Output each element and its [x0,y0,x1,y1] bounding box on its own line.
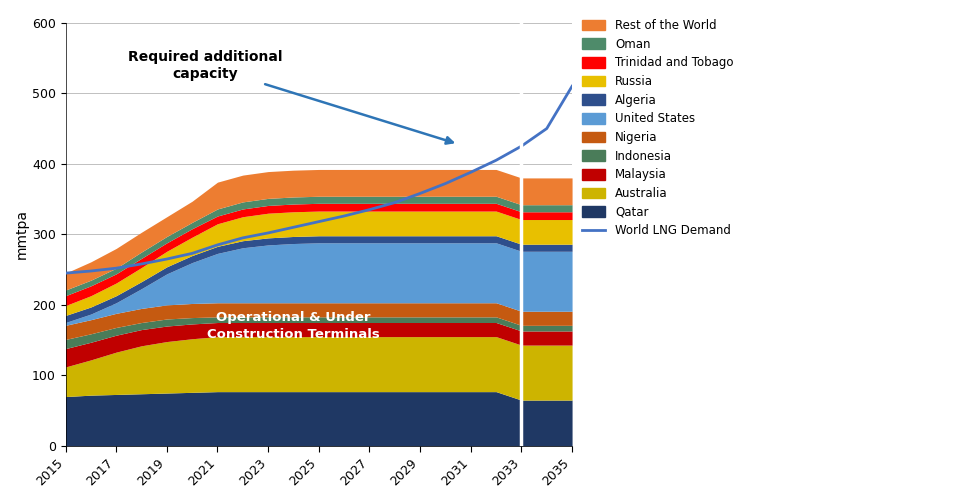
Text: Required additional
capacity: Required additional capacity [128,50,452,144]
Y-axis label: mmtpa: mmtpa [15,209,29,260]
Legend: Rest of the World, Oman, Trinidad and Tobago, Russia, Algeria, United States, Ni: Rest of the World, Oman, Trinidad and To… [577,14,738,242]
Text: Operational & Under
Construction Terminals: Operational & Under Construction Termina… [207,311,380,341]
